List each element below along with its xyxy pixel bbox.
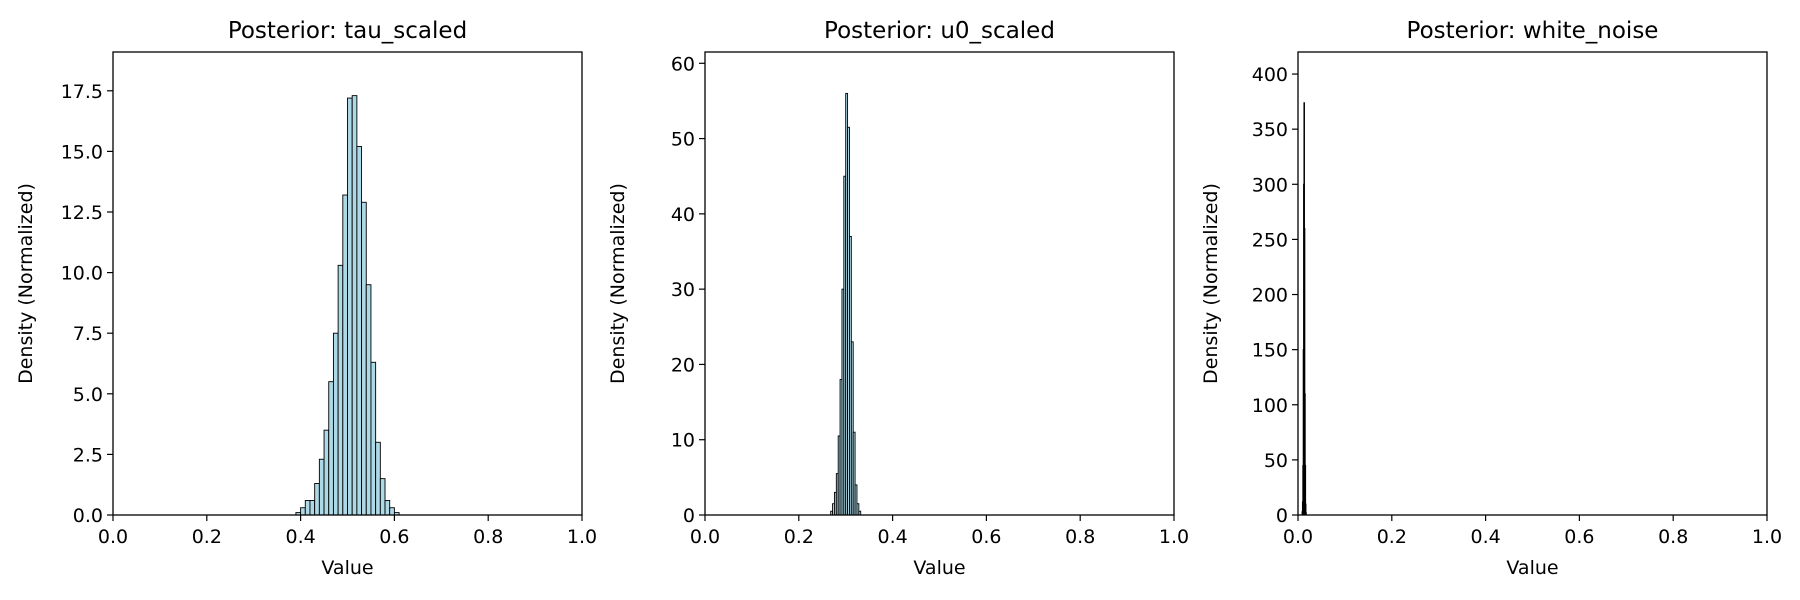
chart-panel-3: Posterior: white_noise 0.0 0.2 0.4 0.6 0.8 1.… (1200, 18, 1782, 579)
x-axis-label: Value (913, 557, 965, 579)
axes-frame (112, 51, 583, 516)
y-axis-label: Density (Normalized) (15, 183, 37, 384)
histogram-bar (384, 500, 391, 516)
bars-group (830, 92, 862, 516)
histogram-bar (309, 500, 316, 516)
histogram-bar (389, 507, 395, 516)
y-tick-label: 50 (1264, 450, 1288, 472)
chart-title: Posterior: white_noise (1407, 18, 1659, 44)
y-tick-label: 10 (671, 430, 695, 452)
axes-frame (704, 51, 1175, 516)
y-tick-label: 15.0 (61, 141, 103, 163)
x-tick-label: 0.4 (1470, 526, 1500, 548)
x-tick-label: 0.4 (285, 526, 315, 548)
chart-panel-2: Posterior: u0_scaled 0.0 0.2 0.4 0.6 0.8 1.0 … (607, 18, 1189, 579)
histogram-bar (318, 458, 325, 516)
x-tick-label: 0.2 (192, 526, 222, 548)
histogram-bar (304, 500, 311, 516)
chart-title: Posterior: tau_scaled (228, 18, 467, 44)
y-tick-label: 2.5 (73, 444, 103, 466)
x-tick-label: 1.0 (1159, 526, 1189, 548)
x-axis-ticks: 0.0 0.2 0.4 0.6 0.8 1.0 (1283, 515, 1782, 548)
y-tick-label: 250 (1252, 229, 1288, 251)
histogram-bar (351, 95, 358, 516)
y-axis-label: Density (Normalized) (1200, 183, 1222, 384)
histogram-bar (347, 97, 353, 516)
histogram-bar (356, 146, 363, 516)
y-tick-label: 200 (1252, 285, 1288, 307)
axes-frame (1297, 51, 1768, 516)
histogram-bar (379, 478, 386, 516)
x-tick-label: 0.6 (1564, 526, 1594, 548)
histogram-bar (314, 483, 320, 516)
x-tick-label: 0.0 (98, 526, 128, 548)
histogram-bar (375, 441, 381, 516)
x-tick-label: 1.0 (567, 526, 597, 548)
y-tick-label: 50 (671, 129, 695, 151)
histogram-bar (337, 264, 344, 516)
y-tick-label: 10.0 (61, 263, 103, 285)
y-tick-label: 5.0 (73, 384, 103, 406)
x-axis-label: Value (321, 557, 373, 579)
histogram-bar (332, 332, 339, 516)
chart-panel-1: Posterior: tau_scaled 0.0 0.2 0.4 0.6 0.8 1.0… (15, 18, 597, 579)
bars-group (1301, 102, 1307, 516)
y-tick-label: 30 (671, 279, 695, 301)
y-tick-label: 150 (1252, 340, 1288, 362)
y-tick-label: 350 (1252, 119, 1288, 141)
y-axis-label: Density (Normalized) (607, 183, 629, 384)
y-tick-label: 12.5 (61, 202, 103, 224)
y-axis-ticks: 0 10 20 30 40 50 60 (671, 53, 705, 527)
y-tick-label: 0.0 (73, 505, 103, 527)
histogram-bar (361, 201, 367, 516)
bars-group (295, 95, 400, 516)
histogram-bar (323, 429, 330, 516)
y-tick-label: 100 (1252, 395, 1288, 417)
histogram-bar (328, 381, 334, 516)
y-tick-label: 0 (1276, 505, 1288, 527)
histogram-bar (300, 507, 306, 516)
y-axis-ticks: 0.0 2.5 5.0 7.5 10.0 12.5 15.0 17.5 (61, 81, 113, 527)
x-tick-label: 0.6 (379, 526, 409, 548)
x-tick-label: 0.2 (1377, 526, 1407, 548)
chart-title: Posterior: u0_scaled (824, 18, 1055, 44)
histogram-bar (365, 284, 372, 516)
y-tick-label: 20 (671, 354, 695, 376)
x-axis-ticks: 0.0 0.2 0.4 0.6 0.8 1.0 (690, 515, 1189, 548)
y-tick-label: 40 (671, 204, 695, 226)
histogram-bar (370, 361, 377, 516)
y-tick-label: 7.5 (73, 323, 103, 345)
y-tick-label: 60 (671, 53, 695, 75)
y-axis-ticks: 0 50 100 150 200 250 300 350 400 (1252, 64, 1298, 527)
x-axis-label: Value (1506, 557, 1558, 579)
x-tick-label: 0.2 (784, 526, 814, 548)
y-tick-label: 300 (1252, 174, 1288, 196)
x-tick-label: 0.0 (690, 526, 720, 548)
histogram-bar (342, 194, 348, 516)
x-tick-label: 0.4 (877, 526, 907, 548)
x-tick-label: 0.6 (971, 526, 1001, 548)
x-tick-label: 0.8 (1065, 526, 1095, 548)
x-tick-label: 0.8 (473, 526, 503, 548)
x-tick-label: 0.0 (1283, 526, 1313, 548)
y-tick-label: 400 (1252, 64, 1288, 86)
x-axis-ticks: 0.0 0.2 0.4 0.6 0.8 1.0 (98, 515, 597, 548)
y-tick-label: 0 (683, 505, 695, 527)
x-tick-label: 0.8 (1658, 526, 1688, 548)
y-tick-label: 17.5 (61, 81, 103, 103)
x-tick-label: 1.0 (1752, 526, 1782, 548)
